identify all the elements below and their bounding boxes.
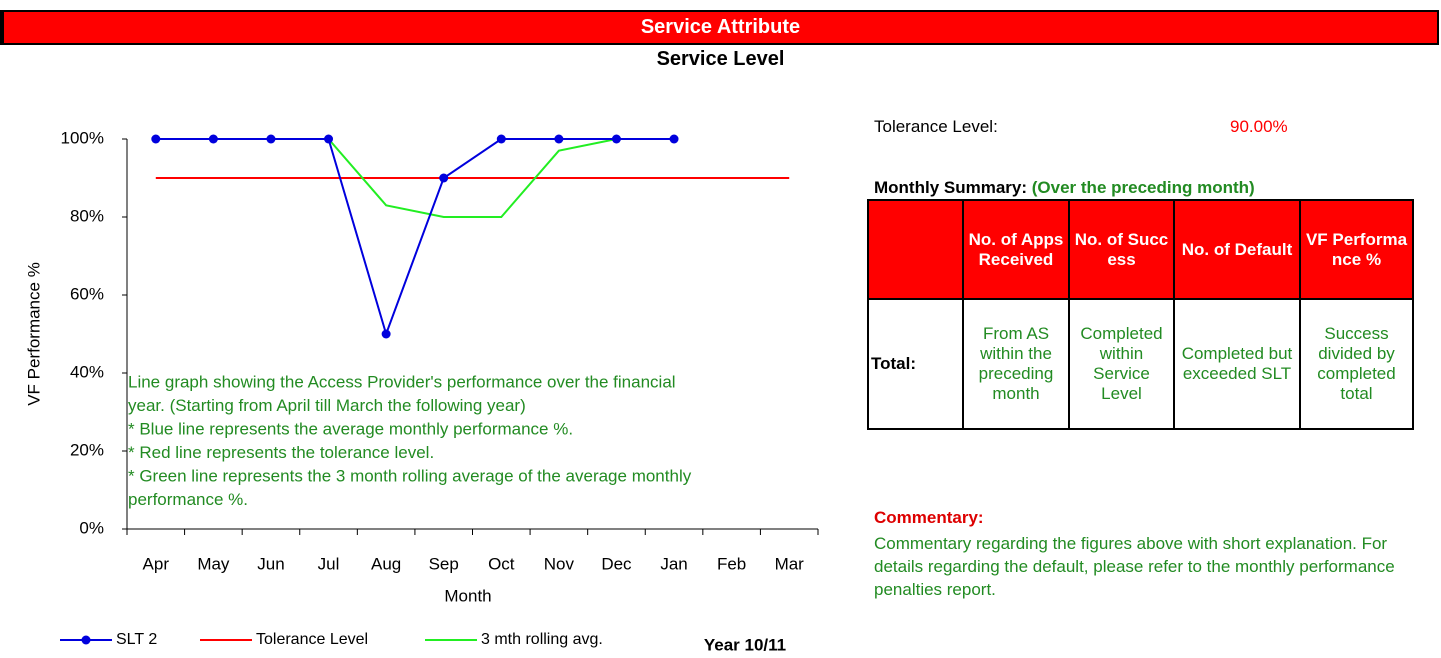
legend-label: Tolerance Level (256, 631, 368, 648)
x-tick-label: Apr (143, 554, 170, 573)
y-tick-label: 80% (70, 206, 104, 225)
summary-table: No. of Apps Received No. of Success No. of… (867, 199, 1414, 430)
tolerance-label: Tolerance Level: (874, 117, 998, 136)
point (266, 134, 276, 144)
summary-subtitle: (Over the preceding month) (1031, 178, 1255, 197)
x-tick-label: Nov (544, 554, 575, 573)
x-tick-label: Mar (775, 554, 805, 573)
legend-label: SLT 2 (116, 631, 157, 648)
legend-label: 3 mth rolling avg. (481, 631, 603, 648)
legend-marker (81, 635, 91, 645)
cell: From AS within the preceding month (962, 298, 1070, 430)
point (381, 329, 391, 339)
point (439, 173, 449, 183)
header-cell (867, 199, 964, 300)
chart: 0% 20% 40% 60% 80% 100% Apr May Jun Jul Aug Sep Oct N… (24, 128, 819, 654)
header-cell: VF Performance % (1299, 199, 1414, 300)
point (554, 134, 564, 144)
annotation: performance %. (128, 490, 248, 509)
header-cell: No. of Default (1173, 199, 1301, 300)
cell: Completed but exceeded SLT (1173, 298, 1301, 430)
series-line (155, 138, 675, 338)
point (208, 134, 218, 144)
x-axis-label: Month (444, 586, 491, 605)
tolerance-value: 90.00% (1230, 117, 1288, 136)
x-tick-label: Jan (660, 554, 687, 573)
header-title: Service Attribute (0, 10, 1439, 45)
x-tick-label: Oct (488, 554, 515, 573)
x-tick-label: Jun (257, 554, 284, 573)
point (611, 134, 621, 144)
table-row: Total: From AS within the preceding month… (867, 298, 1414, 430)
cell: Success divided by completed total (1299, 298, 1414, 430)
y-tick-label: 100% (61, 128, 104, 147)
x-tick-label: Sep (429, 554, 459, 573)
x-tick-label: Feb (717, 554, 746, 573)
annotation: Line graph showing the Access Provider's… (128, 372, 676, 391)
annotation: * Green line represents the 3 month roll… (128, 466, 692, 485)
y-tick-label: 20% (70, 440, 104, 459)
annotation: year. (Starting from April till March th… (128, 396, 526, 415)
header-cell: No. of Apps Received (962, 199, 1070, 300)
point (324, 134, 334, 144)
note: Year 10/11 (704, 635, 786, 654)
y-tick-label: 60% (70, 284, 104, 303)
point (669, 134, 679, 144)
x-tick-label: Jul (318, 554, 340, 573)
cell: Completed within Service Level (1068, 298, 1175, 430)
summary-heading: Monthly Summary: (Over the preceding mon… (874, 178, 1255, 198)
commentary-title: Commentary: (874, 508, 984, 527)
y-tick-label: 0% (79, 518, 104, 537)
point (496, 134, 506, 144)
commentary: Commentary regarding the figures above w… (874, 534, 1395, 599)
header-subtitle: Service Level (656, 48, 785, 70)
annotation: * Blue line represents the average month… (128, 419, 573, 438)
summary-title: Monthly Summary: (874, 178, 1028, 197)
annotation: * Red line represents the tolerance leve… (128, 443, 434, 462)
y-tick-label: 40% (70, 362, 104, 381)
cell: Total: (867, 298, 964, 430)
point (151, 134, 161, 144)
header-row: No. of Apps Received No. of Success No. of… (867, 199, 1414, 300)
x-tick-label: May (197, 554, 230, 573)
x-tick-label: Aug (371, 554, 401, 573)
x-tick-label: Dec (601, 554, 632, 573)
y-axis-label: VF Performance % (24, 262, 43, 406)
header-cell: No. of Success (1068, 199, 1175, 300)
